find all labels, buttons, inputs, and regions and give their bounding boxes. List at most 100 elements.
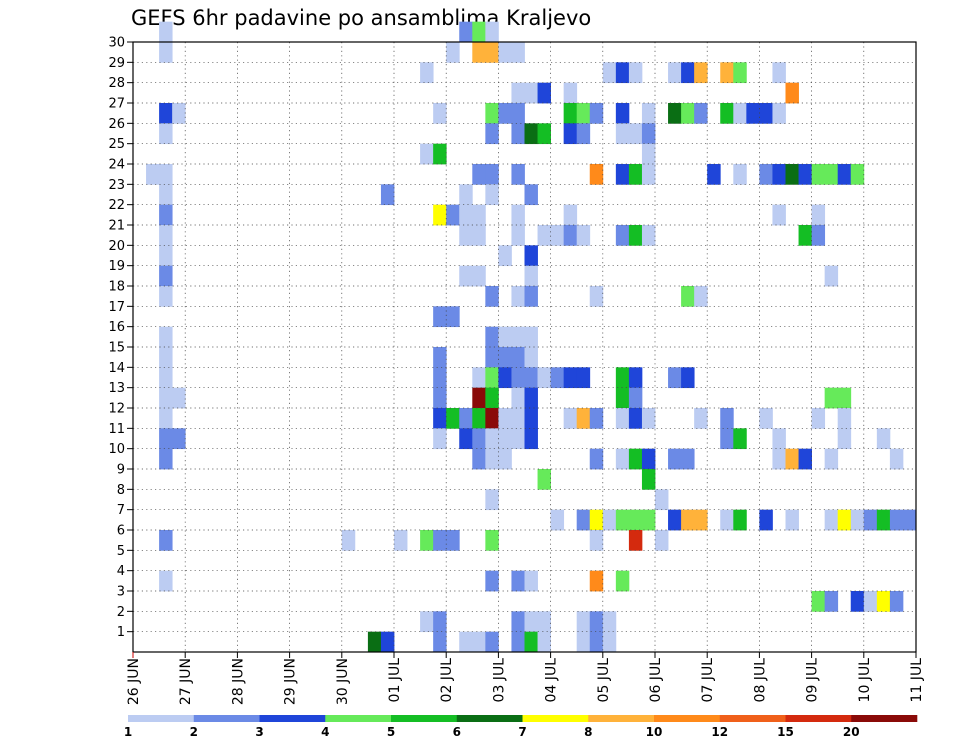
heatmap-cell [446, 42, 460, 63]
heatmap-cell [485, 42, 499, 63]
heatmap-cell [889, 448, 904, 470]
y-tick-label: 9 [117, 463, 125, 478]
heatmap-cell [576, 509, 591, 531]
heatmap-cell [628, 509, 643, 531]
y-tick-label: 25 [108, 137, 125, 152]
heatmap-cell [863, 509, 878, 531]
y-tick-label: 6 [117, 524, 125, 539]
legend-swatch [654, 715, 721, 722]
heatmap-cell [511, 42, 525, 63]
heatmap-cell [511, 103, 525, 124]
heatmap-cell [563, 225, 578, 246]
heatmap-cell [472, 21, 486, 43]
heatmap-cell [446, 408, 460, 429]
heatmap-cell [459, 265, 473, 287]
heatmap-cell [824, 387, 839, 409]
legend-label: 5 [387, 725, 395, 739]
heatmap-cell [550, 225, 565, 246]
heatmap-cell [759, 509, 773, 531]
heatmap-cell [498, 347, 512, 368]
legend-swatch [719, 715, 786, 722]
heatmap-cell [472, 428, 486, 450]
heatmap-cell [733, 509, 747, 531]
heatmap-cell [485, 326, 499, 348]
y-tick-label: 3 [117, 585, 125, 600]
heatmap-cell [668, 509, 682, 531]
heatmap-cell [159, 570, 173, 592]
heatmap-cell [159, 184, 173, 206]
legend-swatch [391, 715, 458, 722]
heatmap-cell [563, 204, 578, 226]
heatmap-cell [811, 225, 826, 246]
heatmap-cell [628, 530, 643, 551]
heatmap-cell [785, 509, 799, 531]
heatmap-cell [524, 428, 538, 450]
heatmap-cell [681, 367, 695, 389]
y-tick-label: 10 [108, 442, 125, 457]
heatmap-cell [694, 509, 708, 531]
heatmap-cell [589, 530, 604, 551]
heatmap-cell [433, 143, 447, 165]
heatmap-cell [902, 509, 917, 531]
heatmap-cell [628, 123, 643, 145]
heatmap-cell [524, 286, 538, 307]
heatmap-cell [511, 326, 525, 348]
x-tick-label: 30 JUN [335, 658, 351, 705]
heatmap-cell [485, 367, 499, 389]
heatmap-cell [615, 570, 630, 592]
heatmap-cell [433, 631, 447, 653]
heatmap-cell [537, 82, 551, 104]
x-tick-label: 29 JUN [283, 658, 299, 705]
heatmap-cell [159, 367, 173, 389]
heatmap-cell [811, 408, 826, 429]
x-tick-label: 05 JUL [596, 658, 612, 703]
heatmap-cell [759, 408, 773, 429]
legend-swatch [259, 715, 326, 722]
heatmap-cell [159, 387, 173, 409]
heatmap-cell [589, 103, 604, 124]
heatmap-cell [159, 164, 173, 185]
heatmap-cell [159, 123, 173, 145]
y-tick-label: 20 [108, 239, 125, 254]
y-tick-label: 19 [108, 259, 125, 274]
heatmap-cell [602, 631, 617, 653]
heatmap-cell [733, 62, 747, 84]
heatmap-cell [798, 164, 812, 185]
heatmap-cell [876, 428, 891, 450]
heatmap-cell [576, 103, 591, 124]
heatmap-cell [511, 123, 525, 145]
heatmap-cell [615, 62, 630, 84]
legend-swatch [785, 715, 852, 722]
heatmap-cell [472, 448, 486, 470]
heatmap-cell [889, 591, 904, 612]
heatmap-cell [563, 123, 578, 145]
heatmap-cell [446, 204, 460, 226]
heatmap-cell [641, 408, 656, 429]
heatmap-cell [485, 184, 499, 206]
heatmap-cell [615, 103, 630, 124]
x-tick-label: 07 JUL [700, 658, 716, 703]
legend-swatch [456, 715, 523, 722]
heatmap-cell [472, 408, 486, 429]
heatmap-cell [524, 123, 538, 145]
chart-title: GEFS 6hr padavine po ansamblima Kraljevo [131, 6, 591, 30]
y-tick-label: 15 [108, 341, 125, 356]
heatmap-cell [681, 448, 695, 470]
heatmap-cell [485, 286, 499, 307]
heatmap-cell [824, 448, 839, 470]
heatmap-cell [576, 367, 591, 389]
heatmap-cell [615, 387, 630, 409]
x-tick-label: 06 JUL [648, 658, 664, 703]
heatmap-cell [511, 286, 525, 307]
heatmap-cell [668, 103, 682, 124]
heatmap-cell [615, 408, 630, 429]
y-tick-label: 22 [108, 198, 125, 213]
x-tick-label: 27 JUN [178, 658, 194, 705]
heatmap-cell [668, 62, 682, 84]
heatmap-cell [668, 448, 682, 470]
x-tick-label: 01 JUL [387, 658, 403, 703]
grid-lines [133, 42, 916, 652]
x-tick-label: 09 JUL [805, 658, 821, 703]
heatmap-cell [733, 428, 747, 450]
heatmap-cell [563, 82, 578, 104]
